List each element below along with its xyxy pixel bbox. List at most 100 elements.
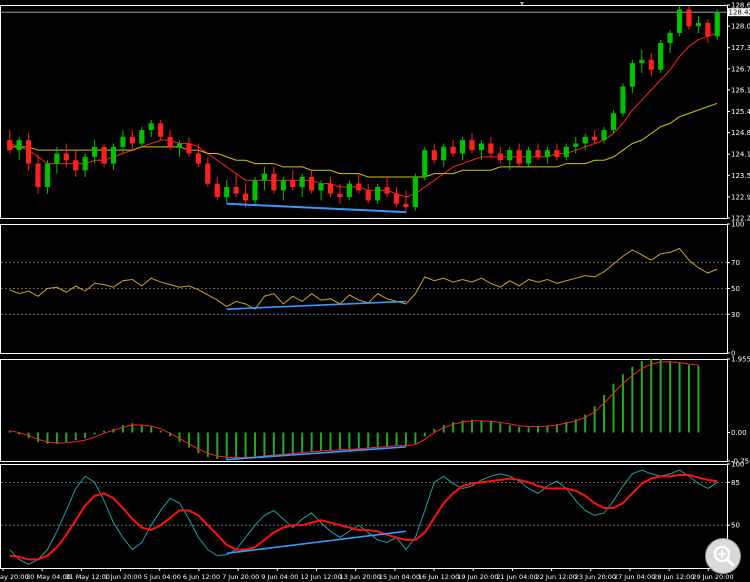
candle-body xyxy=(497,153,503,161)
histogram-bar xyxy=(8,430,11,433)
candle-body xyxy=(214,183,220,198)
rsi-series-line xyxy=(9,247,718,310)
candle-body xyxy=(356,183,362,191)
histogram-bar xyxy=(386,432,389,447)
histogram-bar xyxy=(659,359,662,433)
histogram-bar xyxy=(489,421,492,433)
candle-body xyxy=(73,160,79,171)
histogram-bar xyxy=(357,432,360,449)
candle-body xyxy=(280,180,286,191)
candle-body xyxy=(714,12,720,37)
histogram-bar xyxy=(263,432,266,456)
histogram-bar xyxy=(650,359,653,433)
histogram-bar xyxy=(121,425,124,433)
histogram-bar xyxy=(470,419,473,433)
x-tick-label: 16 Jun 12:00 xyxy=(418,573,459,581)
histogram-bar xyxy=(291,432,294,454)
histogram-bar xyxy=(225,432,228,460)
histogram-bar xyxy=(678,362,681,433)
candle-body xyxy=(459,140,466,154)
candle-body xyxy=(384,187,390,194)
candle-body xyxy=(658,43,664,70)
scroll-marker-icon xyxy=(520,2,524,6)
x-tick-label: 29 Jun 20:00 xyxy=(692,573,733,581)
candle-body xyxy=(120,136,126,147)
candle-body xyxy=(441,146,447,161)
candle-body xyxy=(639,59,645,64)
histogram-bar xyxy=(555,424,558,433)
candle-body xyxy=(365,190,371,201)
candle-body xyxy=(469,140,475,151)
candle-body xyxy=(16,140,22,151)
histogram-bar xyxy=(301,432,304,453)
x-tick-label: 9 Jun 04:00 xyxy=(261,573,298,581)
histogram-bar xyxy=(687,364,690,433)
candle-body xyxy=(176,143,183,147)
price-trendline xyxy=(226,202,407,214)
x-tick-label: 15 Jun 04:00 xyxy=(379,573,420,581)
x-tick-label: 31 May 12:00 xyxy=(65,573,110,581)
y-tick-label: 124.180 xyxy=(731,151,750,159)
histogram-bar xyxy=(197,432,200,454)
histogram-bar xyxy=(18,432,21,435)
histogram-bar xyxy=(442,425,445,433)
candle-body xyxy=(139,130,145,144)
y-tick-label: 126.100 xyxy=(731,86,750,94)
histogram-bar xyxy=(159,430,162,433)
y-tick-label: 128.005 xyxy=(731,23,750,31)
histogram-bar xyxy=(640,361,643,433)
histogram-bar xyxy=(103,430,106,433)
histogram-bar xyxy=(74,432,77,441)
y-tick-label: 70 xyxy=(731,259,740,267)
candle-body xyxy=(158,123,164,137)
x-tick-label: 13 Jun 20:00 xyxy=(340,573,381,581)
histogram-bar xyxy=(329,432,332,450)
candle-body xyxy=(393,193,400,204)
histogram-bar xyxy=(235,432,238,459)
candle-body xyxy=(261,173,268,181)
histogram-bar xyxy=(423,432,426,437)
zoom-button[interactable] xyxy=(705,538,741,574)
x-tick-label: ay 20:00 xyxy=(0,573,29,581)
histogram-bar xyxy=(508,425,511,433)
signal-line xyxy=(9,361,699,459)
x-tick-label: 19 Jun 20:00 xyxy=(457,573,498,581)
histogram-bar xyxy=(320,432,323,451)
x-tick-label: 22 Jun 12:00 xyxy=(536,573,577,581)
candle-body xyxy=(25,140,32,164)
candle-body xyxy=(667,32,673,44)
candle-body xyxy=(242,193,249,201)
histogram-bar xyxy=(282,432,285,455)
histogram-bar xyxy=(593,406,596,433)
histogram-bar xyxy=(150,426,153,433)
candle-body xyxy=(290,180,296,188)
y-tick-label: 128.635 xyxy=(731,2,750,10)
current-price-label: 128.421 xyxy=(729,9,750,17)
histogram-bar xyxy=(169,432,172,437)
histogram-bar xyxy=(338,432,341,450)
stoch-trendline xyxy=(226,530,407,555)
histogram-bar xyxy=(480,420,483,433)
candle-body xyxy=(526,150,532,164)
candle-body xyxy=(610,113,617,131)
candle-body xyxy=(92,146,98,157)
x-tick-label: 12 Jun 12:00 xyxy=(300,573,341,581)
histogram-bar xyxy=(206,432,209,458)
histogram-bar xyxy=(395,432,398,446)
candle-body xyxy=(431,150,437,161)
candle-body xyxy=(44,163,51,188)
x-tick-label: 28 Jun 12:00 xyxy=(653,573,694,581)
histogram-bar xyxy=(546,425,549,433)
histogram-bar xyxy=(65,432,68,442)
candle-body xyxy=(167,136,173,147)
histogram-bar xyxy=(254,432,257,458)
candle-body xyxy=(101,146,107,164)
slow-ma-line xyxy=(9,102,718,178)
candle-body xyxy=(327,183,334,194)
x-tick-label: 6 Jun 12:00 xyxy=(183,573,220,581)
y-tick-label: 85 xyxy=(731,479,740,487)
y-tick-label: 125.455 xyxy=(731,108,750,116)
histogram-bar xyxy=(310,432,313,452)
panel-frame xyxy=(0,464,728,569)
